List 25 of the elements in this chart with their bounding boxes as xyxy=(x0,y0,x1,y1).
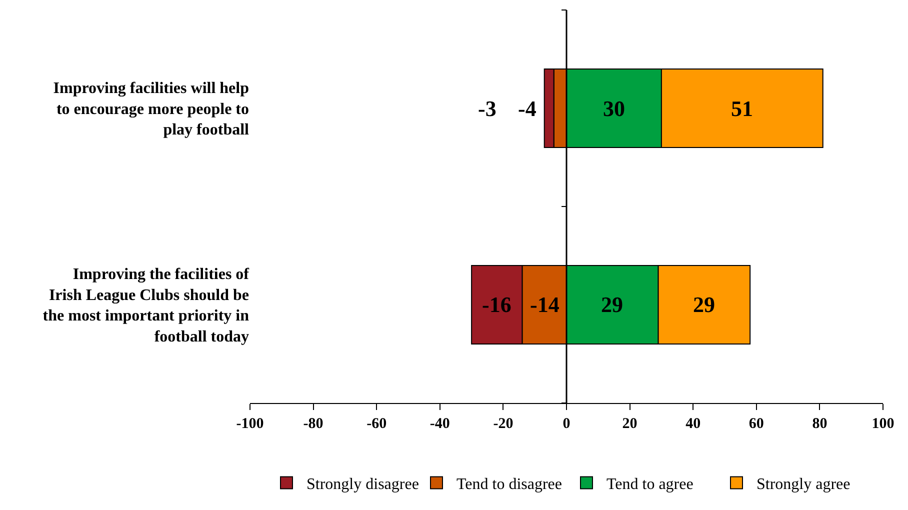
legend-label: Strongly disagree xyxy=(306,476,419,494)
x-tick-label: -100 xyxy=(236,416,264,432)
x-tick-label: 80 xyxy=(812,416,828,432)
x-tick-label: -20 xyxy=(493,416,514,432)
x-tick-label: 40 xyxy=(686,416,701,432)
x-tick-label: 0 xyxy=(562,416,570,432)
x-tick-label: 60 xyxy=(748,416,764,432)
legend-label: Strongly agree xyxy=(756,476,850,494)
data-label: -4 xyxy=(518,96,536,121)
legend-label: Tend to agree xyxy=(606,476,694,494)
x-tick-label: -40 xyxy=(430,416,450,432)
x-tick-label: 100 xyxy=(872,416,894,432)
x-tick-label: 20 xyxy=(622,416,638,432)
data-label: 29 xyxy=(693,292,715,317)
data-label: 29 xyxy=(601,292,623,317)
data-label: -16 xyxy=(482,292,512,317)
y-tick-label: Improving facilities will help to encourage more people to play football xyxy=(53,80,250,139)
x-tick-label: -80 xyxy=(303,416,324,432)
legend-label: Tend to disagree xyxy=(456,476,562,494)
x-tick-label: -60 xyxy=(366,416,387,432)
data-label: -3 xyxy=(478,96,496,121)
data-label: -14 xyxy=(530,292,560,317)
data-label: 30 xyxy=(603,96,625,121)
y-tick-label: Improving the facilities of Irish League Clubs should be the most important priority in football today xyxy=(42,266,250,346)
data-label: 51 xyxy=(731,96,753,121)
